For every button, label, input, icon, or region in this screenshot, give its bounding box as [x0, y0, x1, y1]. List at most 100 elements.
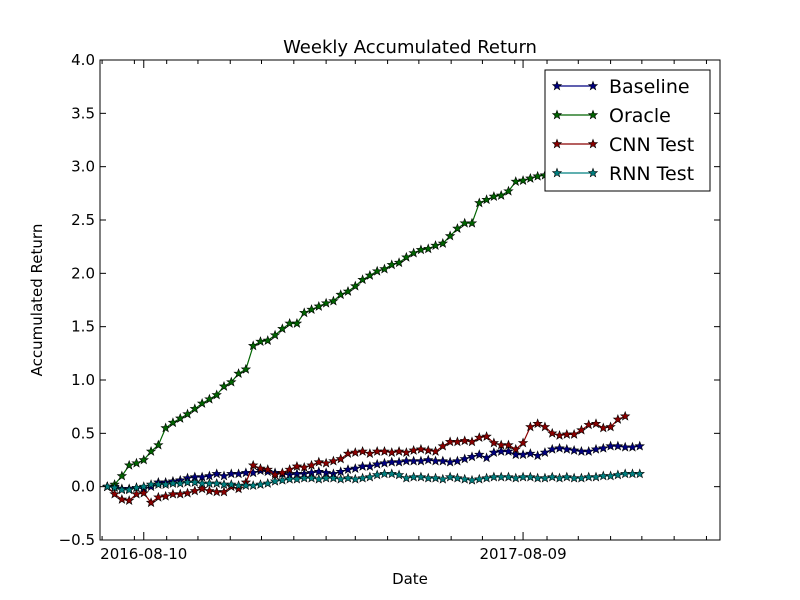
data-point — [262, 478, 273, 488]
data-point — [605, 421, 616, 432]
data-point — [255, 336, 266, 347]
data-point — [262, 335, 273, 345]
data-point — [503, 471, 514, 482]
data-point — [554, 472, 565, 483]
data-point — [547, 471, 558, 482]
data-point — [554, 430, 565, 440]
data-point — [335, 453, 346, 464]
data-point — [576, 424, 587, 435]
data-point — [386, 468, 397, 479]
y-tick-label: 1.0 — [71, 371, 95, 389]
data-point — [481, 431, 492, 441]
x-axis: 2016-08-10 2017-08-09 — [100, 60, 707, 563]
y-tick-label: 3.5 — [71, 104, 95, 122]
data-point — [561, 471, 573, 482]
data-point — [196, 483, 208, 494]
data-point — [510, 176, 521, 187]
data-point — [525, 421, 536, 432]
data-point — [525, 471, 536, 482]
x-axis-label: Date — [392, 570, 428, 588]
data-point — [386, 259, 397, 270]
data-point — [218, 486, 230, 497]
data-point — [459, 453, 470, 464]
data-point — [116, 470, 128, 481]
data-point — [547, 427, 558, 438]
data-point — [364, 460, 376, 471]
data-point — [408, 444, 419, 455]
data-point — [401, 251, 412, 262]
data-point — [466, 474, 478, 485]
data-point — [481, 194, 492, 205]
data-point — [430, 446, 441, 456]
y-tick-label: 3.0 — [71, 158, 95, 176]
data-point — [415, 443, 427, 454]
data-point — [247, 467, 259, 478]
data-point — [590, 443, 602, 454]
data-point — [590, 418, 602, 429]
data-point — [554, 442, 565, 453]
legend-entry: Baseline — [551, 76, 690, 98]
data-point — [386, 447, 397, 457]
data-point — [350, 473, 361, 484]
series-cnn-test — [102, 410, 631, 508]
data-point — [583, 446, 594, 456]
data-point — [145, 497, 157, 508]
data-point — [342, 472, 354, 483]
data-point — [313, 473, 325, 484]
data-point — [335, 473, 346, 484]
data-point — [160, 479, 171, 489]
data-point — [423, 444, 434, 455]
data-point — [269, 329, 281, 340]
data-point — [371, 469, 383, 480]
data-point — [459, 473, 470, 484]
data-point — [598, 422, 609, 433]
data-point — [320, 297, 332, 308]
data-point — [539, 421, 551, 432]
data-point — [255, 463, 266, 473]
data-point — [131, 457, 142, 468]
data-point — [175, 478, 186, 488]
data-point — [525, 448, 536, 459]
data-point — [379, 446, 390, 456]
data-point — [437, 473, 449, 484]
data-point — [131, 482, 142, 493]
data-point — [335, 289, 346, 300]
data-point — [423, 454, 434, 465]
y-tick-label: 2.5 — [71, 211, 95, 229]
y-tick-label: −0.5 — [59, 531, 95, 549]
data-point — [619, 410, 631, 421]
x-tick-label: 2016-08-10 — [100, 545, 187, 563]
data-point — [488, 437, 500, 448]
data-point — [138, 481, 149, 492]
data-point — [145, 446, 157, 456]
data-point — [459, 435, 470, 446]
data-point — [153, 439, 164, 450]
legend-marker — [551, 109, 563, 120]
data-point — [474, 197, 485, 208]
data-point — [605, 470, 616, 481]
y-tick-label: 2.0 — [71, 264, 95, 282]
y-tick-label: 0.0 — [71, 478, 95, 496]
data-point — [226, 376, 237, 387]
data-point — [233, 483, 244, 494]
data-point — [488, 191, 500, 201]
data-point — [109, 488, 120, 499]
data-point — [328, 455, 339, 466]
data-point — [444, 471, 456, 482]
data-point — [510, 443, 521, 454]
data-point — [364, 270, 376, 280]
data-point — [393, 446, 405, 456]
data-point — [430, 240, 441, 251]
data-point — [123, 459, 135, 470]
legend-box — [544, 69, 711, 192]
data-point — [313, 300, 325, 311]
data-point — [204, 393, 215, 404]
y-tick-label: 0.5 — [71, 424, 95, 442]
data-point — [313, 466, 325, 477]
data-point — [342, 448, 354, 459]
data-point — [532, 170, 543, 181]
data-point — [583, 419, 594, 430]
data-point — [612, 414, 624, 424]
data-point — [408, 247, 419, 258]
